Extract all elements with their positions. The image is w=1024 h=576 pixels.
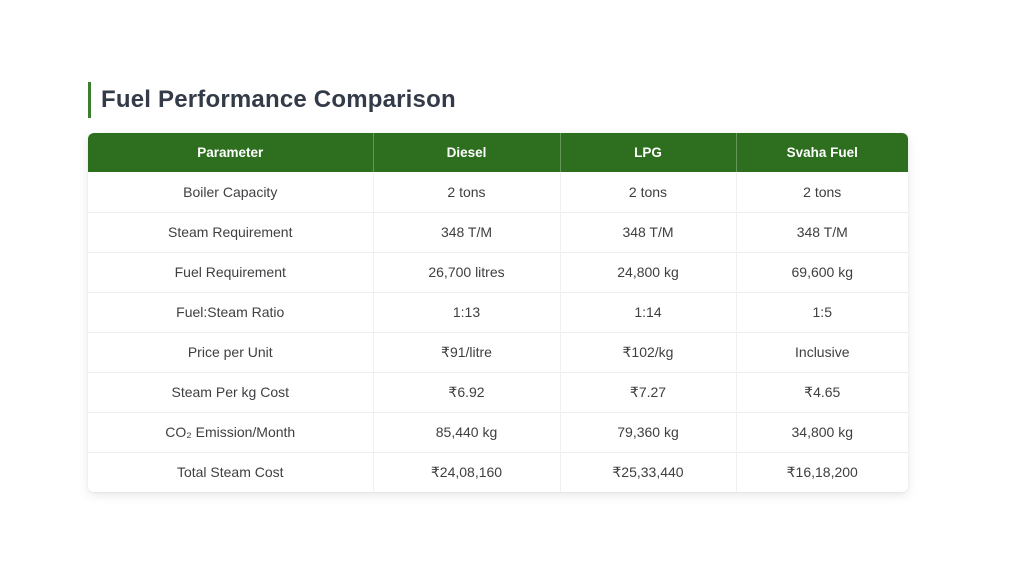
- cell-diesel: ₹6.92: [373, 371, 561, 412]
- cell-diesel: 26,700 litres: [373, 251, 561, 292]
- cell-diesel: 85,440 kg: [373, 411, 561, 452]
- cell-parameter: Price per Unit: [88, 331, 374, 372]
- cell-parameter: Steam Per kg Cost: [88, 371, 374, 412]
- cell-parameter: Total Steam Cost: [88, 451, 374, 492]
- cell-lpg: ₹25,33,440: [560, 451, 737, 492]
- fuel-comparison-table: Parameter Diesel LPG Svaha Fuel Boiler C…: [88, 133, 908, 492]
- cell-svaha: ₹4.65: [736, 371, 908, 412]
- cell-diesel: ₹24,08,160: [373, 451, 561, 492]
- cell-lpg: ₹102/kg: [560, 331, 737, 372]
- cell-lpg: 2 tons: [560, 172, 737, 212]
- table-row: Steam Requirement 348 T/M 348 T/M 348 T/…: [88, 211, 908, 252]
- cell-parameter: Boiler Capacity: [88, 172, 374, 212]
- cell-lpg: ₹7.27: [560, 371, 737, 412]
- table-row: Price per Unit ₹91/litre ₹102/kg Inclusi…: [88, 331, 908, 372]
- cell-svaha: ₹16,18,200: [736, 451, 908, 492]
- table-row: Total Steam Cost ₹24,08,160 ₹25,33,440 ₹…: [88, 451, 908, 492]
- cell-diesel: 1:13: [373, 291, 561, 332]
- cell-svaha: 69,600 kg: [736, 251, 908, 292]
- content-area: Fuel Performance Comparison Parameter Di…: [88, 82, 908, 492]
- cell-parameter: Fuel:Steam Ratio: [88, 291, 374, 332]
- cell-diesel: ₹91/litre: [373, 331, 561, 372]
- cell-svaha: 2 tons: [736, 172, 908, 212]
- column-header-diesel: Diesel: [373, 133, 561, 172]
- cell-parameter: Steam Requirement: [88, 211, 374, 252]
- cell-lpg: 1:14: [560, 291, 737, 332]
- comparison-table-card: Parameter Diesel LPG Svaha Fuel Boiler C…: [88, 133, 908, 492]
- title-block: Fuel Performance Comparison: [88, 82, 908, 118]
- table-row: Fuel Requirement 26,700 litres 24,800 kg…: [88, 251, 908, 292]
- page-title: Fuel Performance Comparison: [101, 86, 456, 113]
- table-row: Boiler Capacity 2 tons 2 tons 2 tons: [88, 172, 908, 212]
- table-row: Fuel:Steam Ratio 1:13 1:14 1:5: [88, 291, 908, 332]
- cell-lpg: 79,360 kg: [560, 411, 737, 452]
- cell-svaha: 34,800 kg: [736, 411, 908, 452]
- table-row: CO₂ Emission/Month 85,440 kg 79,360 kg 3…: [88, 411, 908, 452]
- cell-parameter: Fuel Requirement: [88, 251, 374, 292]
- cell-parameter: CO₂ Emission/Month: [88, 411, 374, 452]
- cell-svaha: 1:5: [736, 291, 908, 332]
- cell-diesel: 348 T/M: [373, 211, 561, 252]
- cell-lpg: 348 T/M: [560, 211, 737, 252]
- column-header-lpg: LPG: [560, 133, 737, 172]
- cell-svaha: Inclusive: [736, 331, 908, 372]
- table-header-row: Parameter Diesel LPG Svaha Fuel: [88, 133, 908, 172]
- cell-diesel: 2 tons: [373, 172, 561, 212]
- column-header-parameter: Parameter: [88, 133, 374, 172]
- table-row: Steam Per kg Cost ₹6.92 ₹7.27 ₹4.65: [88, 371, 908, 412]
- column-header-svaha-fuel: Svaha Fuel: [736, 133, 908, 172]
- cell-lpg: 24,800 kg: [560, 251, 737, 292]
- cell-svaha: 348 T/M: [736, 211, 908, 252]
